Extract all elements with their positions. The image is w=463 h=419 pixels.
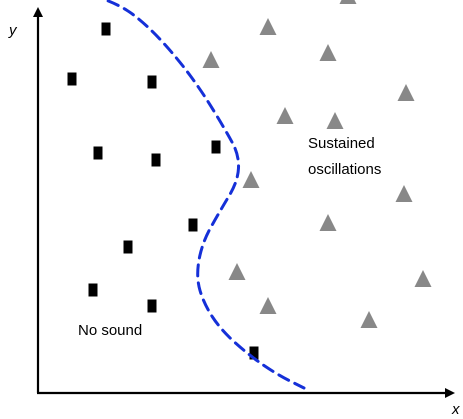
triangle-point-12: [259, 297, 277, 314]
square-point-3: [93, 146, 103, 160]
triangle-point-10: [228, 263, 246, 280]
triangle-point-4: [397, 84, 415, 101]
square-point-9: [147, 299, 157, 313]
square-point-7: [123, 240, 133, 254]
square-point-0: [101, 22, 111, 36]
annotation-label-0: Sustained: [308, 135, 375, 152]
triangle-point-6: [326, 112, 344, 129]
triangle-point-8: [395, 185, 413, 202]
square-point-2: [147, 75, 157, 89]
boundary-curve: [101, 0, 306, 390]
annotation-label-1: oscillations: [308, 161, 381, 178]
triangle-point-1: [259, 18, 277, 35]
triangle-point-0: [339, 0, 357, 4]
triangle-point-3: [202, 51, 220, 68]
y-axis-label: y: [8, 22, 18, 39]
square-point-6: [188, 218, 198, 232]
triangle-point-5: [276, 107, 294, 124]
triangle-point-13: [360, 311, 378, 328]
square-point-1: [67, 72, 77, 86]
annotation-label-2: No sound: [78, 322, 142, 339]
triangle-point-7: [242, 171, 260, 188]
annotations-layer: Sustained oscillations No sound: [78, 135, 381, 339]
triangle-point-11: [414, 270, 432, 287]
marks-layer: [67, 0, 432, 390]
triangle-point-9: [319, 214, 337, 231]
square-point-4: [151, 153, 161, 167]
square-point-10: [249, 346, 259, 360]
square-point-8: [88, 283, 98, 297]
square-point-5: [211, 140, 221, 154]
x-axis-label: x: [451, 401, 460, 418]
axes: y x: [8, 7, 460, 418]
triangle-point-2: [319, 44, 337, 61]
